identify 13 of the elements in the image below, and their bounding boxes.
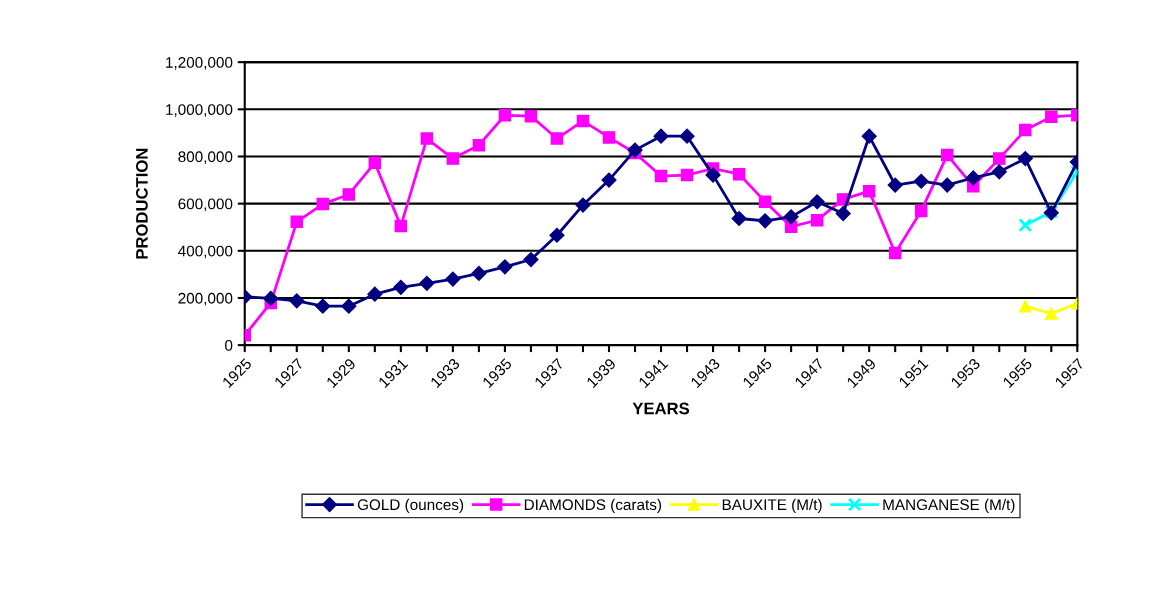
y-tick-label: 200,000: [178, 292, 233, 306]
y-tick-label: 1,000,000: [166, 104, 233, 117]
x-axis-title: YEARS: [632, 402, 690, 415]
y-tick-label: 600,000: [178, 198, 233, 212]
y-tick-label: 1,200,000: [166, 57, 233, 70]
legend-label: BAUXITE (M/t): [722, 498, 822, 514]
y-tick-label: 400,000: [178, 245, 233, 259]
legend-label: GOLD (ounces): [357, 498, 464, 514]
legend-label: MANGANESE (M/t): [883, 498, 1015, 514]
y-axis-title: PRODUCTION: [135, 148, 148, 259]
y-tick-label: 0: [225, 340, 233, 351]
y-tick-label: 800,000: [178, 151, 233, 164]
legend-label: DIAMONDS (carats): [524, 498, 662, 514]
